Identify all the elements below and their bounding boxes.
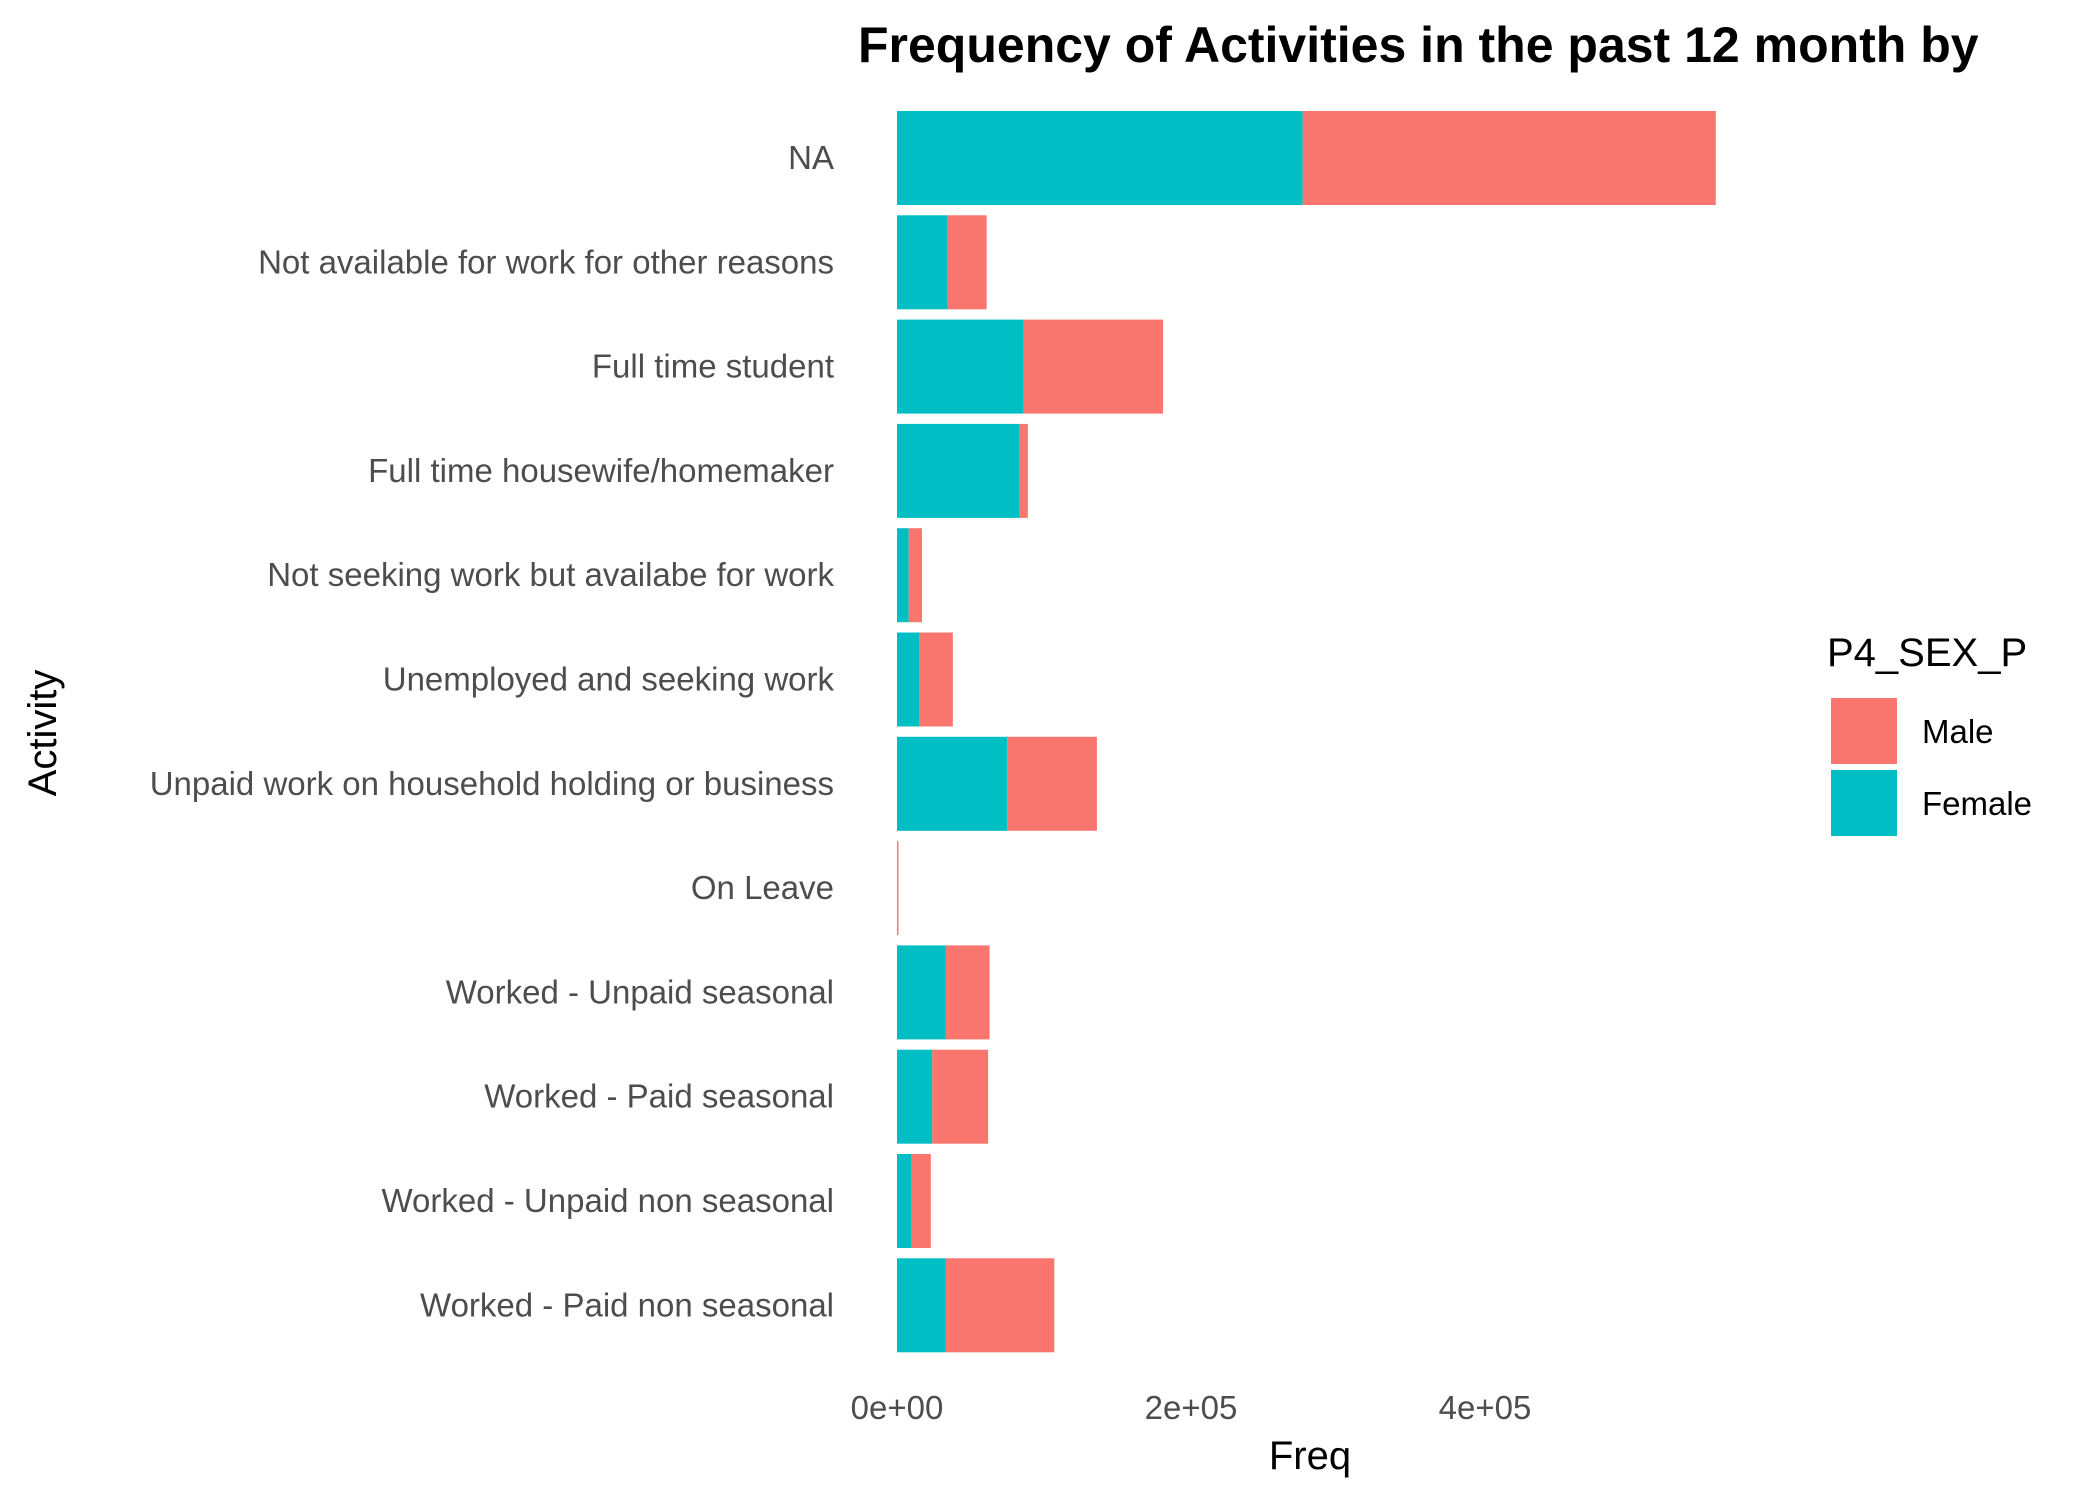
x-axis-ticks: 0e+00 2e+05 4e+05 — [851, 1389, 1532, 1426]
category-label-worked-paid-non-seasonal: Worked - Paid non seasonal — [420, 1286, 834, 1323]
legend-label-male: Male — [1922, 713, 1994, 750]
bar-female-not-seeking-work-but-availabe-for-work — [897, 528, 909, 623]
category-label-na: NA — [788, 139, 834, 176]
category-label-unemployed-and-seeking-work: Unemployed and seeking work — [383, 661, 835, 698]
bar-male-full-time-student — [1023, 319, 1164, 414]
bars-layer — [897, 111, 1716, 1353]
category-label-unpaid-work-on-household-holding-or-business: Unpaid work on household holding or busi… — [150, 765, 834, 802]
x-axis-title: Freq — [1269, 1434, 1351, 1478]
x-tick-label: 4e+05 — [1439, 1389, 1532, 1426]
y-axis-title: Activity — [21, 670, 65, 797]
bar-male-worked-paid-seasonal — [932, 1049, 989, 1144]
legend-swatch-female — [1831, 770, 1897, 836]
category-label-not-available-for-work-for-other-reasons: Not available for work for other reasons — [258, 243, 834, 280]
bar-female-unpaid-work-on-household-holding-or-business — [897, 736, 1008, 831]
chart-title: Frequency of Activities in the past 12 m… — [858, 17, 1979, 73]
bar-male-unemployed-and-seeking-work — [919, 632, 953, 727]
bar-male-unpaid-work-on-household-holding-or-business — [1007, 736, 1097, 831]
category-label-on-leave: On Leave — [691, 869, 834, 906]
x-tick-label: 0e+00 — [851, 1389, 944, 1426]
category-label-full-time-student: Full time student — [592, 348, 834, 385]
category-label-full-time-housewife-homemaker: Full time housewife/homemaker — [368, 452, 834, 489]
category-label-worked-unpaid-seasonal: Worked - Unpaid seasonal — [446, 973, 834, 1010]
category-label-not-seeking-work-but-availabe-for-work: Not seeking work but availabe for work — [267, 556, 834, 593]
bar-male-worked-unpaid-seasonal — [945, 945, 990, 1040]
bar-female-unemployed-and-seeking-work — [897, 632, 920, 727]
category-label-worked-unpaid-non-seasonal: Worked - Unpaid non seasonal — [382, 1182, 835, 1219]
bar-male-on-leave — [897, 841, 899, 936]
bar-female-not-available-for-work-for-other-reasons — [897, 215, 947, 310]
category-labels: NA Not available for work for other reaso… — [150, 139, 835, 1323]
bar-female-worked-unpaid-non-seasonal — [897, 1154, 912, 1248]
bar-male-not-seeking-work-but-availabe-for-work — [908, 528, 922, 623]
bar-male-worked-paid-non-seasonal — [945, 1258, 1055, 1353]
x-tick-label: 2e+05 — [1145, 1389, 1238, 1426]
category-label-worked-paid-seasonal: Worked - Paid seasonal — [484, 1078, 834, 1115]
bar-female-na — [897, 111, 1303, 205]
bar-female-worked-paid-non-seasonal — [897, 1258, 946, 1353]
bar-male-full-time-housewife-homemaker — [1019, 423, 1028, 518]
bar-female-worked-unpaid-seasonal — [897, 945, 946, 1040]
legend-label-female: Female — [1922, 785, 2032, 822]
bar-male-not-available-for-work-for-other-reasons — [946, 215, 987, 310]
legend: P4_SEX_P Male Female — [1827, 631, 2032, 836]
bar-female-full-time-student — [897, 319, 1024, 414]
bar-male-worked-unpaid-non-seasonal — [911, 1154, 931, 1248]
bar-female-full-time-housewife-homemaker — [897, 423, 1020, 518]
legend-swatch-male — [1831, 698, 1897, 764]
legend-title: P4_SEX_P — [1827, 631, 2027, 675]
bar-male-na — [1302, 111, 1716, 205]
bar-female-worked-paid-seasonal — [897, 1049, 933, 1144]
legend-items: Male Female — [1831, 698, 2032, 836]
